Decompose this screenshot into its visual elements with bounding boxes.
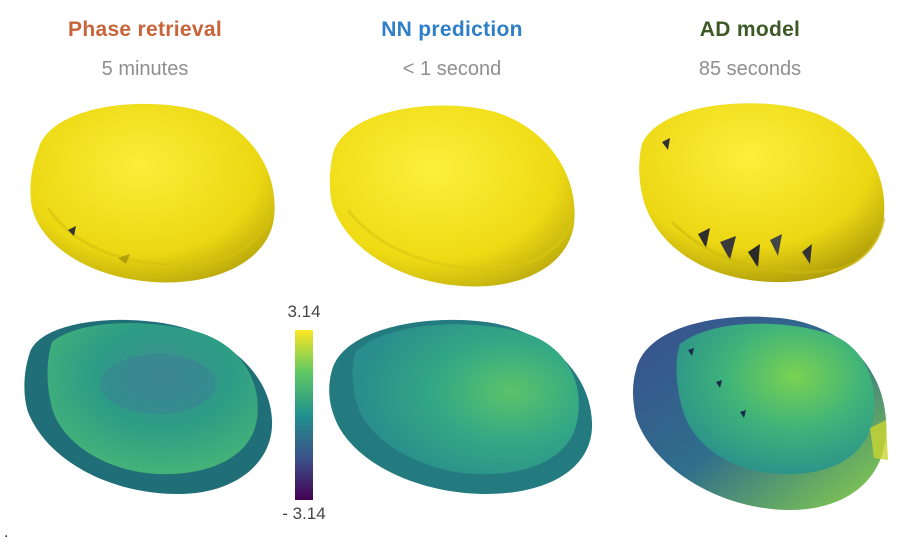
time-phase-retrieval: 5 minutes: [101, 58, 189, 80]
phase-render-nn-prediction: [329, 319, 593, 494]
time-nn-prediction: < 1 second: [402, 58, 502, 80]
shape-render-nn-prediction: [329, 105, 575, 287]
colorbar: [295, 330, 313, 500]
shape-render-ad-model: [639, 103, 886, 283]
phase-render-ad-model: [633, 316, 888, 510]
colorbar-min-label: - 3.14: [282, 504, 326, 523]
footer-mark: .: [4, 524, 9, 541]
title-nn-prediction: NN prediction: [381, 18, 523, 41]
title-ad-model: AD model: [699, 18, 801, 41]
title-phase-retrieval: Phase retrieval: [68, 18, 222, 41]
phase-render-phase-retrieval: [24, 319, 273, 494]
time-ad-model: 85 seconds: [698, 58, 802, 80]
shape-render-phase-retrieval: [30, 103, 275, 283]
colorbar-max-label: 3.14: [287, 302, 321, 321]
